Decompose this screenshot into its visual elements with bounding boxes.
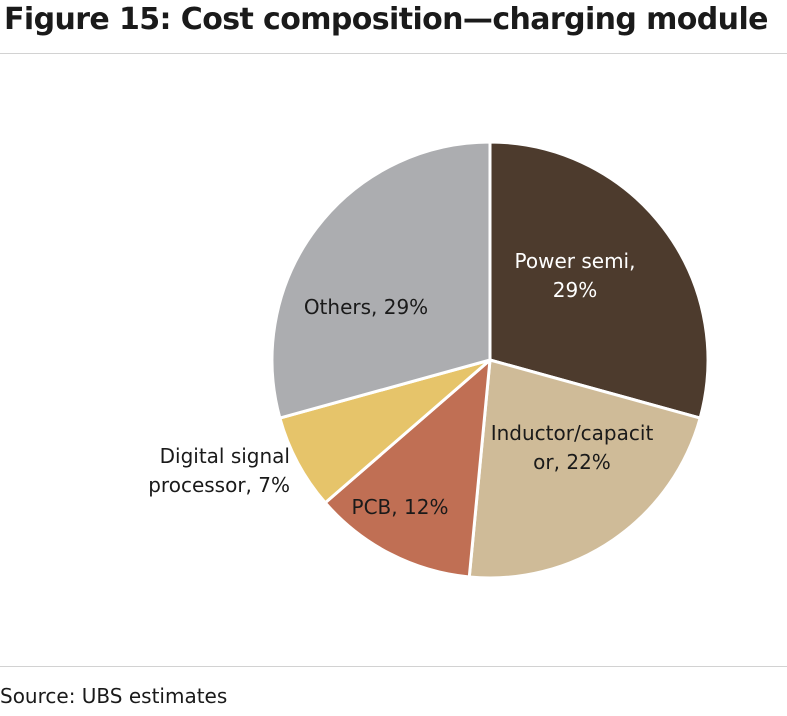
source-divider [0,666,787,667]
pie-slice-pcb [323,358,492,579]
pie-labels: Power semi, 29% Inductor/capacit or, 22% PCB… [148,249,653,519]
source-note: Source: UBS estimates [0,684,228,708]
slice-label-pcb: PCB, 12% [352,495,449,519]
slice-label-inductor-capacitor: Inductor/capacit or, 22% [491,421,654,474]
pie-slices [270,140,710,580]
slice-label-digital-signal-processor: Digital signal processor, 7% [148,444,290,497]
slice-label-others: Others, 29% [304,295,428,319]
pie-slice-inductor-capacitor [467,358,702,580]
chart-title: Figure 15: Cost composition—charging mod… [4,2,768,37]
title-divider [0,53,787,54]
pie-slice-others [270,140,492,420]
pie-slice-power-semi [488,140,710,420]
slice-label-power-semi: Power semi, 29% [515,249,636,302]
